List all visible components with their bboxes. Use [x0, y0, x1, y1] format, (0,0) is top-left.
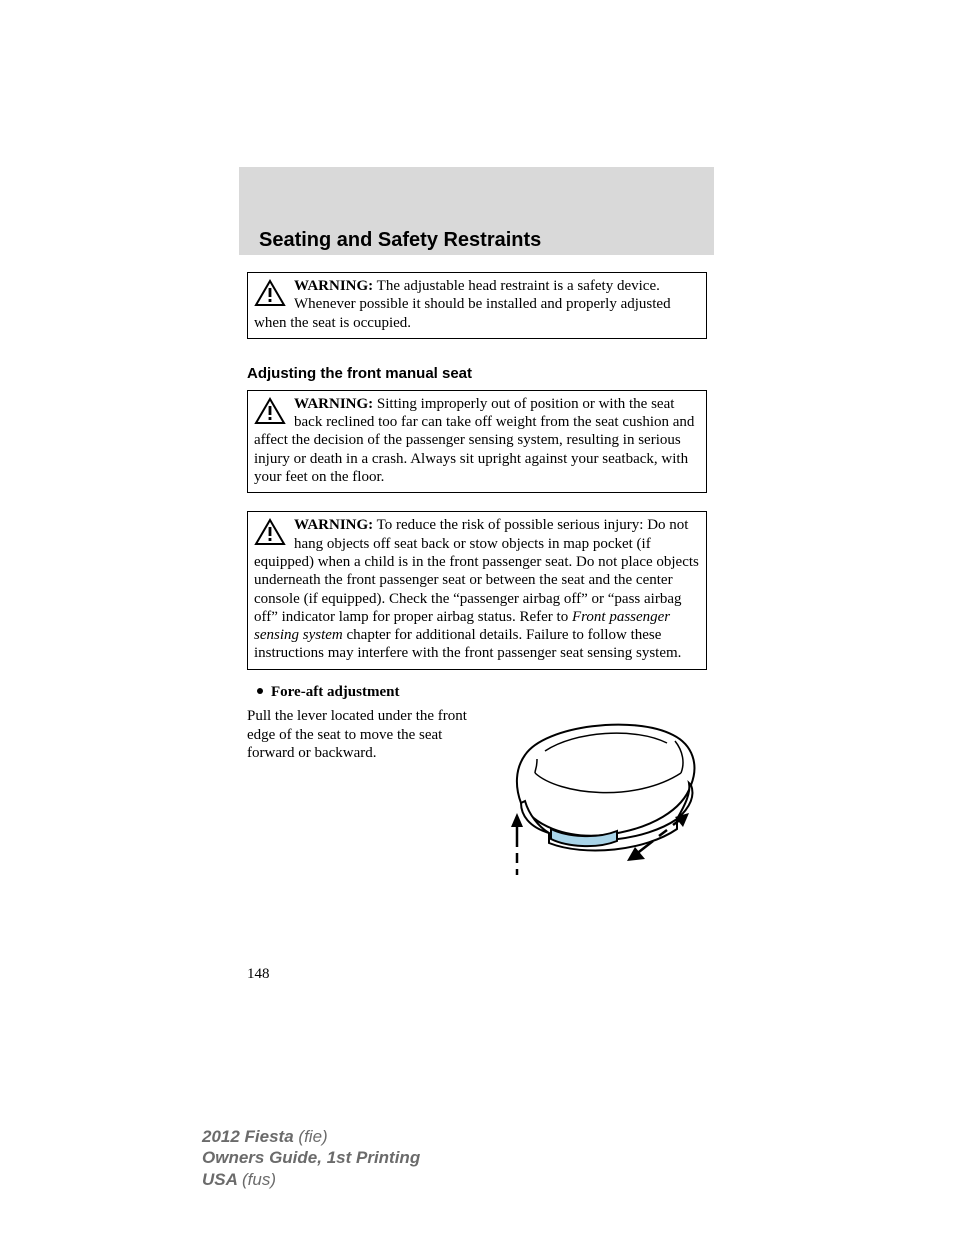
warning-box-3: WARNING: To reduce the risk of possible … [247, 511, 707, 669]
warning-icon [254, 397, 286, 430]
footer-line-1: 2012 Fiesta (fie) [202, 1126, 420, 1147]
bullet-label: Fore-aft adjustment [271, 684, 399, 700]
warning-box-1: WARNING: The adjustable head restraint i… [247, 272, 707, 339]
bullet-fore-aft: Fore-aft adjustment [247, 684, 707, 701]
warning-icon [254, 279, 286, 312]
seat-cushion-figure [485, 707, 707, 882]
footer-block: 2012 Fiesta (fie) Owners Guide, 1st Prin… [202, 1126, 420, 1190]
section-title: Seating and Safety Restraints [259, 229, 541, 252]
footer-model: 2012 Fiesta [202, 1127, 298, 1146]
warning-icon [254, 518, 286, 551]
footer-line-2: Owners Guide, 1st Printing [202, 1147, 420, 1168]
warning-label: WARNING: [294, 396, 373, 412]
page-number: 148 [247, 966, 270, 983]
footer-line-3: USA (fus) [202, 1169, 420, 1190]
footer-code-2: (fus) [242, 1170, 276, 1189]
fore-aft-row: Pull the lever located under the front e… [247, 707, 707, 882]
footer-code-1: (fie) [298, 1127, 327, 1146]
footer-region: USA [202, 1170, 242, 1189]
warning-label: WARNING: [294, 517, 373, 533]
fore-aft-text: Pull the lever located under the front e… [247, 707, 479, 763]
bullet-dot-icon [257, 688, 263, 694]
warning-label: WARNING: [294, 278, 373, 294]
page-content: WARNING: The adjustable head restraint i… [247, 272, 707, 882]
warning-box-2: WARNING: Sitting improperly out of posit… [247, 390, 707, 493]
subheading-adjusting: Adjusting the front manual seat [247, 365, 707, 382]
